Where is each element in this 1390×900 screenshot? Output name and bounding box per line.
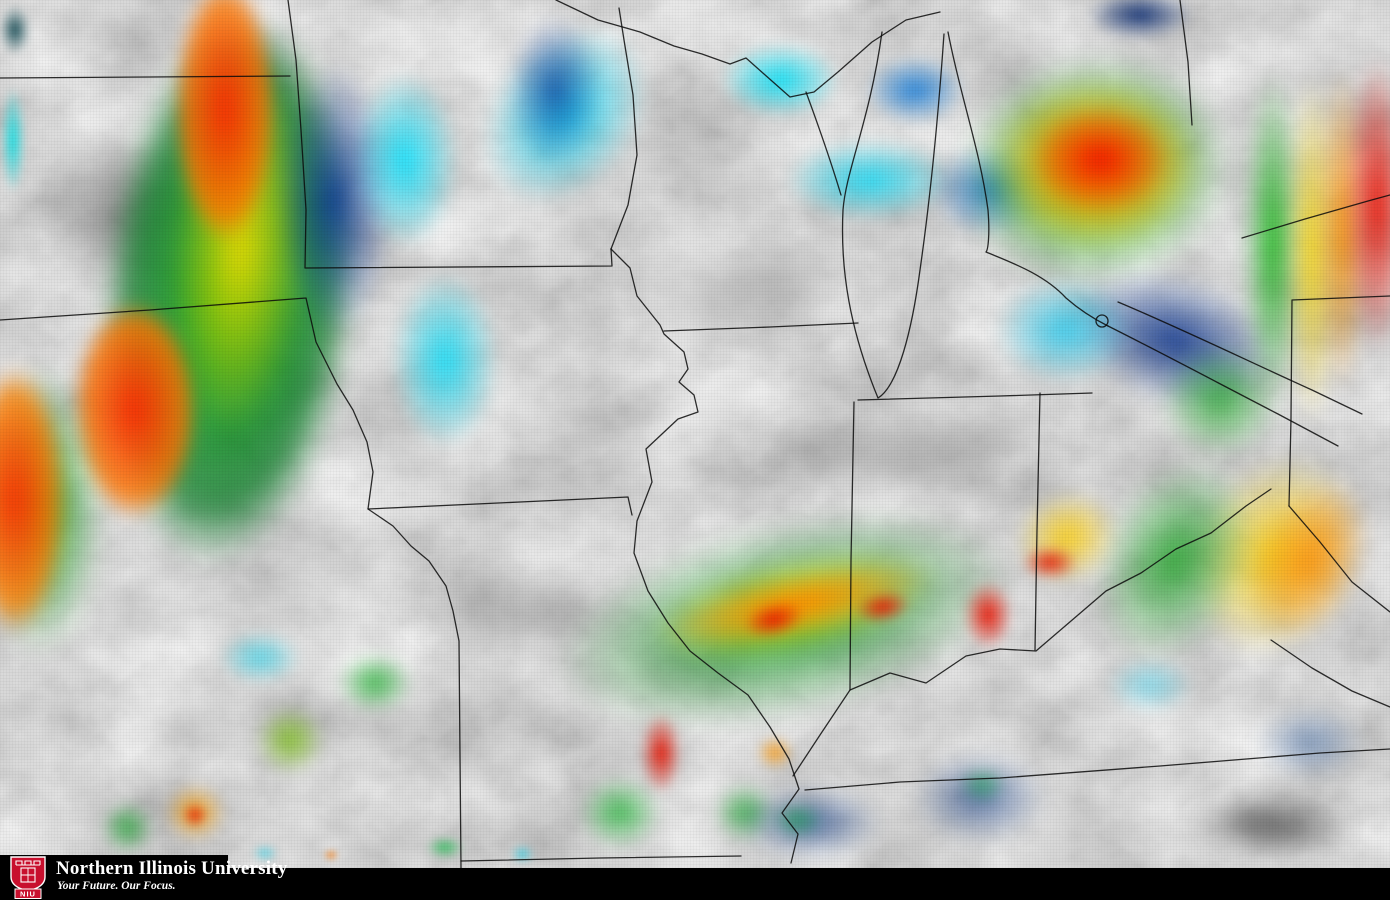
ir-cloud-blob bbox=[195, 615, 325, 700]
ir-cloud-blob bbox=[1225, 685, 1390, 800]
ir-cloud-blob bbox=[1080, 640, 1220, 730]
niu-acronym: NIU bbox=[20, 890, 36, 899]
footer-bar: G19 IR SATELLITE (10.3) 03-05-2026 21:11… bbox=[0, 868, 1390, 900]
ir-cloud-blob bbox=[555, 755, 685, 868]
ir-cloud-blob bbox=[988, 72, 1213, 247]
ir-cloud-blob bbox=[505, 840, 540, 868]
ir-cloud-blob bbox=[0, 55, 32, 225]
ir-cloud-blob bbox=[755, 790, 840, 850]
university-wordmark: Northern Illinois University bbox=[56, 858, 288, 879]
university-tagline: Your Future. Our Focus. bbox=[57, 880, 176, 892]
ir-cloud-blob bbox=[235, 685, 345, 795]
ir-cloud-blob bbox=[945, 755, 1020, 815]
satellite-map bbox=[0, 0, 1390, 868]
ir-cloud-blob bbox=[360, 220, 530, 500]
ir-cloud-blob bbox=[415, 830, 475, 865]
ir-cloud-blob bbox=[1005, 535, 1095, 590]
niu-branding-block: NIU Northern Illinois University Your Fu… bbox=[0, 855, 287, 900]
ir-cloud-blob bbox=[318, 845, 344, 865]
ir-cloud-blob bbox=[175, 795, 215, 835]
niu-shield-logo: NIU bbox=[10, 856, 46, 899]
